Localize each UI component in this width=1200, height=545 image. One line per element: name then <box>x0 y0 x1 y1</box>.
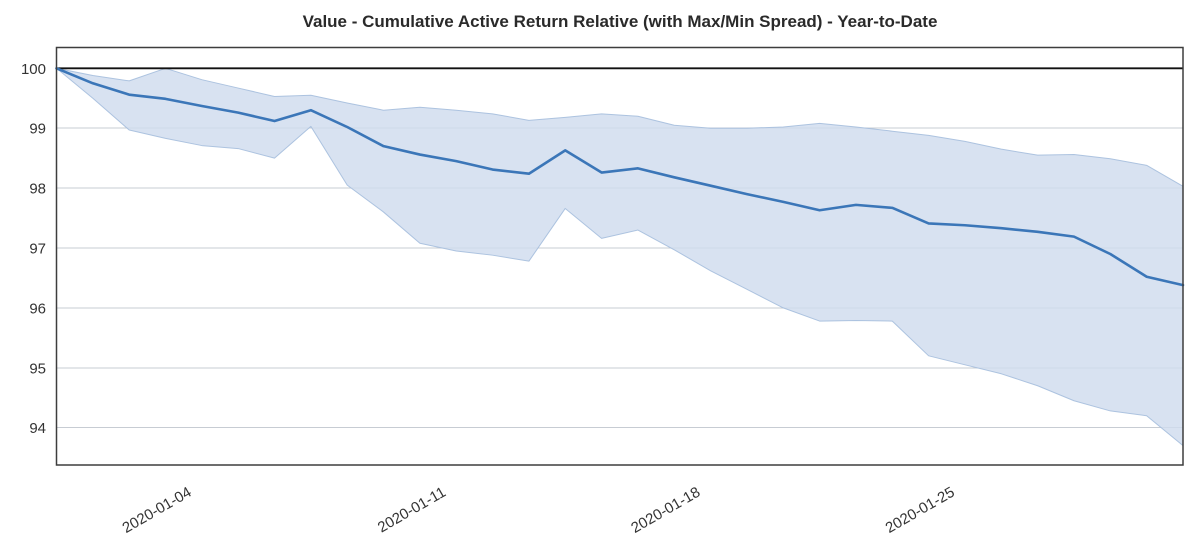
x-axis-tick-label: 2020-01-25 <box>883 484 958 537</box>
spread-band-area <box>56 67 1184 447</box>
x-axis-tick-label: 2020-01-11 <box>375 484 449 537</box>
x-axis-tick-label: 2020-01-04 <box>120 484 195 537</box>
mid-line-path <box>55 67 1185 287</box>
y-axis-tick-label: 97 <box>29 241 46 258</box>
x-axis-tick-label: 2020-01-18 <box>628 484 703 537</box>
x-axis-tick-labels: 2020-01-04 2020-01-11 2020-01-18 2020-01-25 <box>120 484 958 537</box>
y-axis-tick-labels: 94 95 96 97 98 99 100 <box>21 61 46 437</box>
y-axis-tick-label: 94 <box>29 420 46 437</box>
chart-title: Value - Cumulative Active Return Relativ… <box>302 12 938 31</box>
max-min-spread-band <box>56 67 1184 447</box>
y-axis-tick-label: 99 <box>29 121 46 138</box>
y-axis-tick-label: 96 <box>29 300 46 317</box>
y-axis-tick-label: 98 <box>29 181 46 198</box>
plot-border <box>55 46 1184 466</box>
y-axis-tick-label: 100 <box>21 61 46 78</box>
y-axis-tick-label: 95 <box>29 360 46 377</box>
plot-frame-rect <box>55 46 1184 466</box>
cumulative-return-line <box>55 67 1185 287</box>
